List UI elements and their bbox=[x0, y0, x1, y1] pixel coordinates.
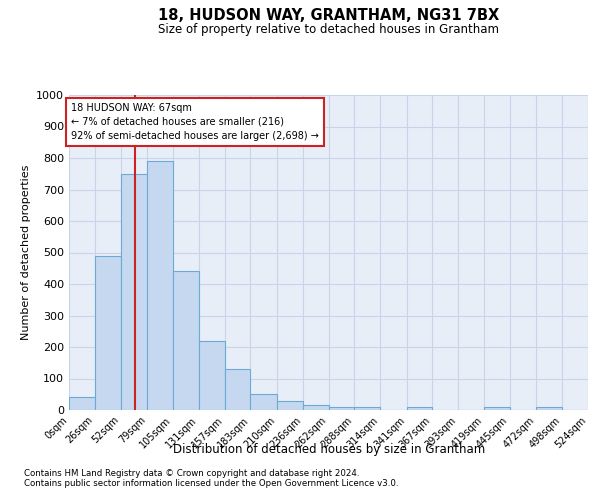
Bar bbox=[173, 272, 199, 410]
Bar bbox=[95, 256, 121, 410]
Text: Contains public sector information licensed under the Open Government Licence v3: Contains public sector information licen… bbox=[24, 478, 398, 488]
Text: Distribution of detached houses by size in Grantham: Distribution of detached houses by size … bbox=[173, 442, 485, 456]
Bar bbox=[199, 340, 224, 410]
Bar bbox=[536, 408, 562, 410]
Bar bbox=[277, 401, 303, 410]
Bar bbox=[303, 406, 329, 410]
Bar bbox=[69, 398, 95, 410]
Text: 18 HUDSON WAY: 67sqm
← 7% of detached houses are smaller (216)
92% of semi-detac: 18 HUDSON WAY: 67sqm ← 7% of detached ho… bbox=[71, 103, 319, 141]
Bar bbox=[329, 407, 354, 410]
Y-axis label: Number of detached properties: Number of detached properties bbox=[20, 165, 31, 340]
Bar bbox=[147, 161, 173, 410]
Bar bbox=[121, 174, 147, 410]
Bar bbox=[250, 394, 277, 410]
Text: Contains HM Land Registry data © Crown copyright and database right 2024.: Contains HM Land Registry data © Crown c… bbox=[24, 468, 359, 477]
Text: 18, HUDSON WAY, GRANTHAM, NG31 7BX: 18, HUDSON WAY, GRANTHAM, NG31 7BX bbox=[158, 8, 499, 22]
Bar bbox=[407, 407, 433, 410]
Text: Size of property relative to detached houses in Grantham: Size of property relative to detached ho… bbox=[158, 22, 499, 36]
Bar bbox=[224, 369, 250, 410]
Bar bbox=[484, 407, 510, 410]
Bar bbox=[354, 408, 380, 410]
